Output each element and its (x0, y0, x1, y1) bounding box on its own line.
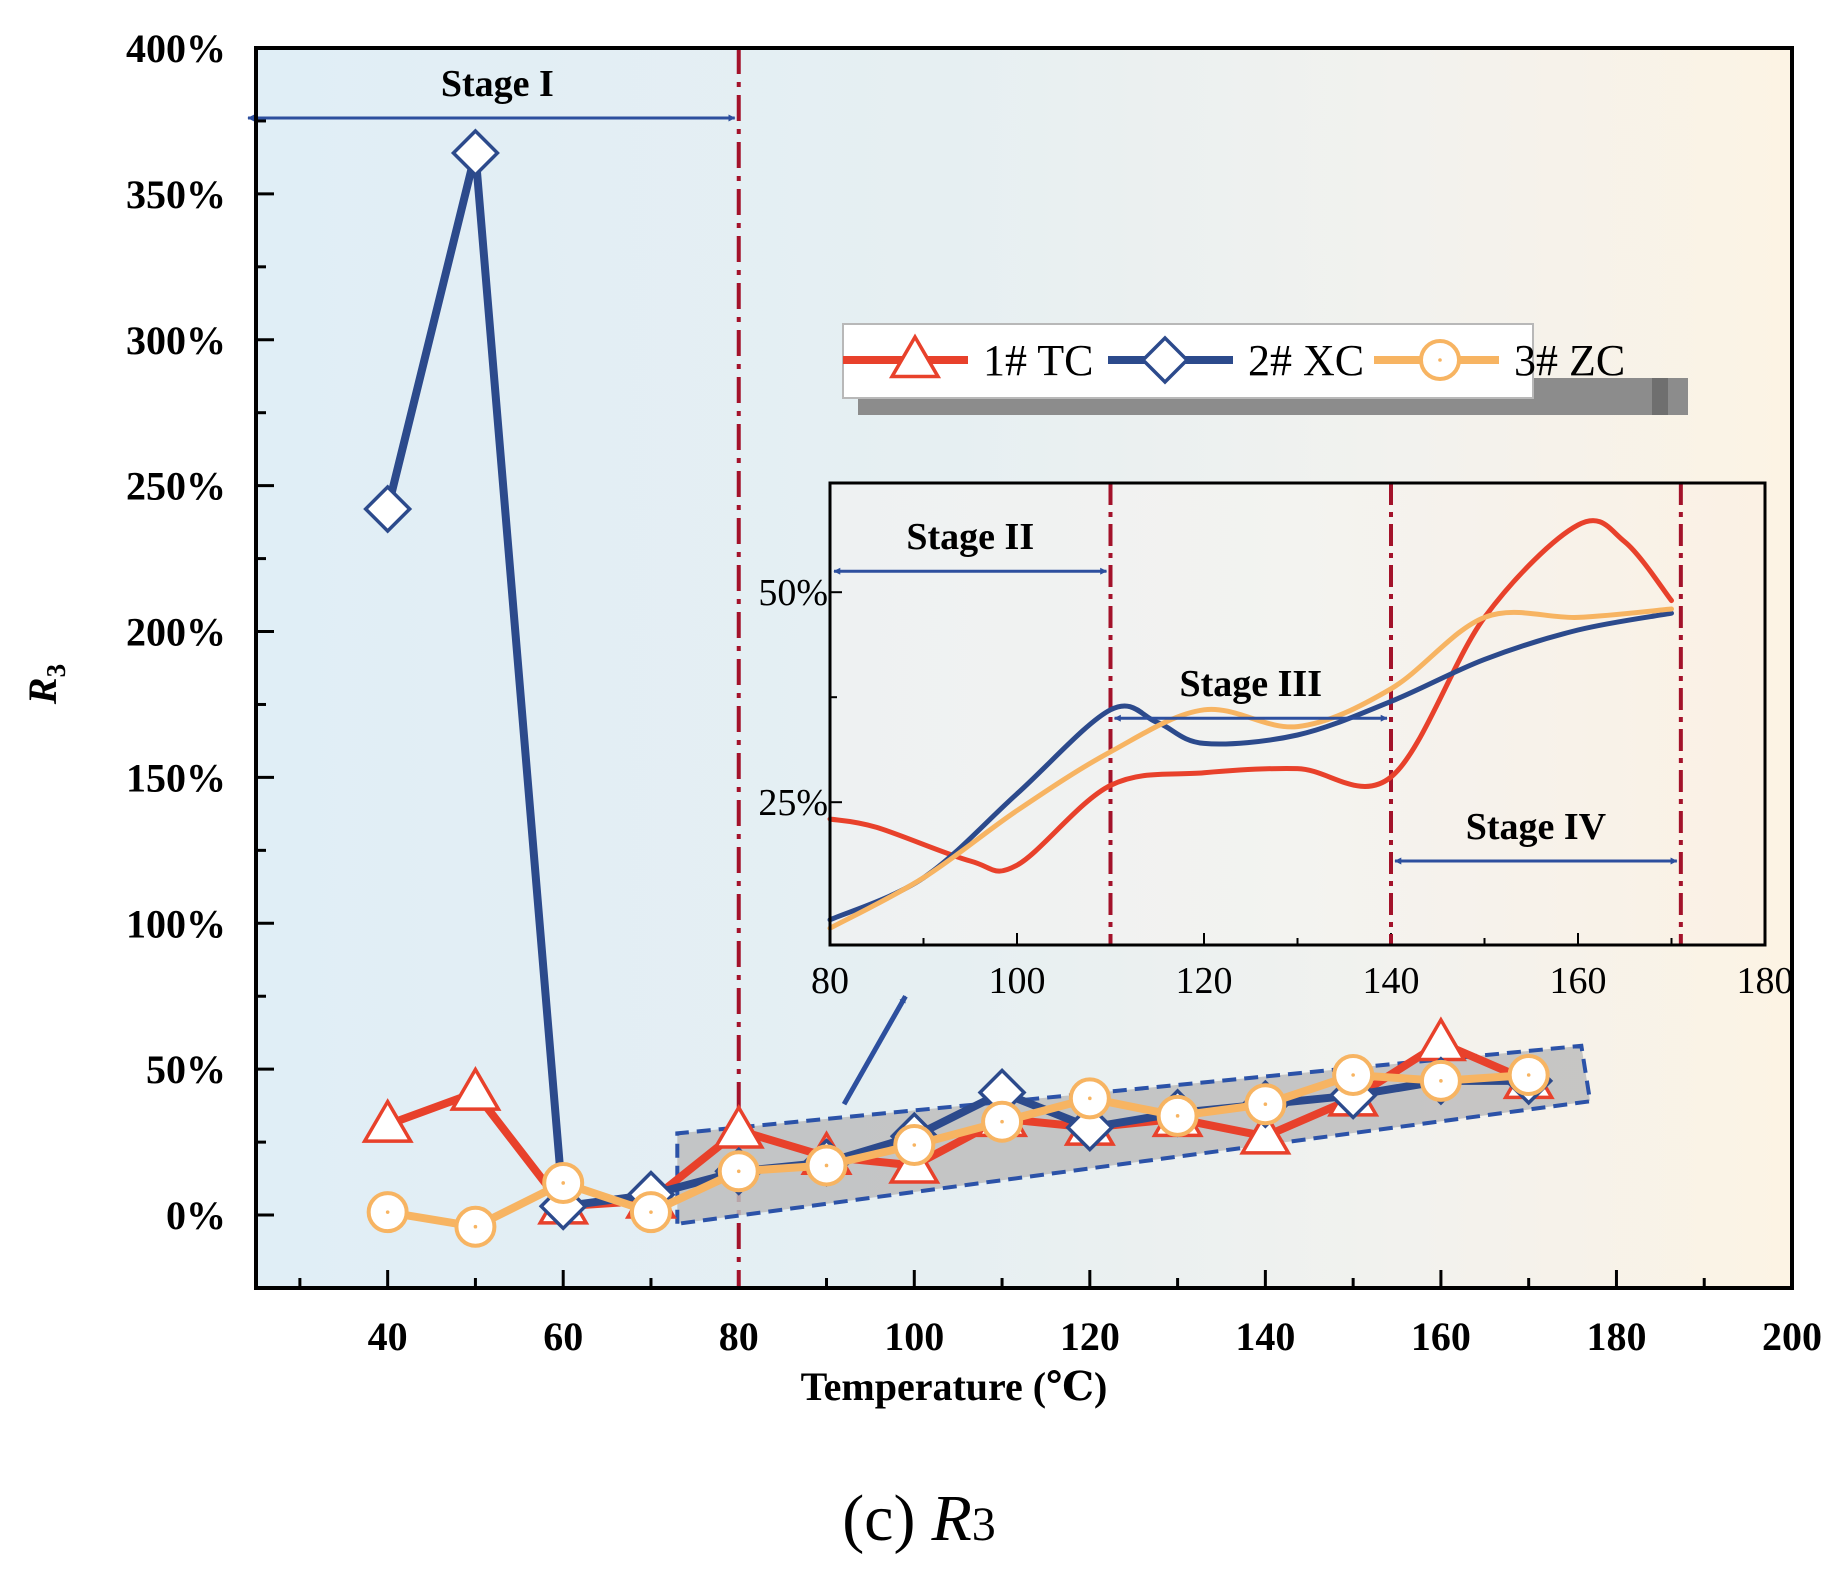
x-tick-label: 120 (1060, 1314, 1120, 1359)
inset-curve-1-tc (827, 518, 1674, 874)
inset-frame (828, 481, 1767, 947)
caption-subscript: 3 (972, 1498, 996, 1551)
caption-symbol: R (930, 1482, 971, 1555)
y-axis-title: R3 (20, 664, 71, 705)
data-point-2-xc (363, 484, 413, 534)
zoom-arrow (841, 994, 908, 1106)
inset-y-tick-label: 50% (758, 572, 828, 614)
x-tick-label: 200 (1762, 1314, 1822, 1359)
data-point-3-zc-dot (1526, 1073, 1531, 1077)
data-point-1-tc (449, 1066, 502, 1111)
inset-stage-label: Stage II (906, 516, 1034, 558)
data-point-3-zc-dot (561, 1181, 565, 1185)
figure-caption: (c) R3 (842, 1482, 996, 1555)
x-tick-label: 160 (1411, 1314, 1471, 1359)
data-point-3-zc-dot (473, 1224, 478, 1229)
inset-x-tick-label: 180 (1737, 960, 1794, 1002)
inset-curve-2-xc (827, 610, 1674, 923)
data-point-3-zc-dot (824, 1163, 829, 1168)
stage-one-annotation: Stage I (247, 48, 741, 1288)
inset-x-tick-labels: 80 100 120 140 160 180 (811, 960, 1794, 1002)
legend: 1# TC 2# XC 3# ZC (842, 323, 1688, 415)
y-tick-label: 300% (126, 318, 226, 363)
data-point-3-zc-dot (385, 1210, 390, 1214)
data-point-2-xc (450, 128, 500, 178)
legend-label-2-xc: 2# XC (1248, 336, 1364, 385)
main-y-tick-labels: 0% 50% 100% 150% 200% 250% 300% 350% 400% (126, 26, 226, 1238)
y-tick-label: 250% (126, 464, 226, 509)
inset-stage-label: Stage IV (1466, 806, 1607, 848)
y-tick-label: 50% (146, 1047, 226, 1092)
data-point-3-zc-dot (1175, 1114, 1180, 1118)
inset-x-tick-label: 140 (1363, 960, 1420, 1002)
data-point-3-zc-dot (736, 1169, 741, 1174)
y-axis-title-symbol: R (20, 677, 65, 705)
y-tick-label: 150% (126, 755, 226, 800)
y-tick-label: 0% (166, 1193, 226, 1238)
data-point-3-zc-dot (649, 1210, 653, 1214)
inset-x-tick-label: 100 (989, 960, 1046, 1002)
data-point-3-zc-dot (912, 1143, 917, 1147)
data-point-1-tc (1239, 1109, 1292, 1155)
x-tick-label: 180 (1586, 1314, 1646, 1359)
legend-marker-3-zc-dot (1438, 358, 1442, 362)
data-point-2-xc (1065, 1103, 1115, 1153)
x-tick-label: 40 (368, 1314, 408, 1359)
main-series-layer (361, 128, 1555, 1248)
y-tick-label: 350% (126, 172, 226, 217)
x-tick-label: 140 (1235, 1314, 1295, 1359)
inset-y-tick-labels: 25% 50% (758, 572, 828, 824)
inset-x-tick-label: 160 (1550, 960, 1607, 1002)
data-point-3-zc-dot (1351, 1073, 1355, 1077)
legend-marker-2-xc (1140, 335, 1190, 385)
inset-stage-annotations: Stage II Stage III Stage IV (833, 516, 1678, 865)
y-tick-label: 200% (126, 610, 226, 655)
legend-items: 1# TC 2# XC 3# ZC (843, 333, 1625, 385)
main-x-tick-labels: 40 60 80 100 120 140 160 180 200 (368, 1314, 1822, 1359)
legend-marker-1-tc (888, 333, 942, 379)
y-axis-title-subscript: 3 (41, 664, 71, 678)
inset-stage-dividers (1108, 483, 1683, 945)
inset-y-tick-label: 25% (758, 782, 828, 824)
inset-chart: Stage II Stage III Stage IV 80 100 120 140 160… (758, 481, 1794, 1002)
legend-label-1-tc: 1# TC (983, 336, 1093, 385)
x-tick-label: 80 (719, 1314, 759, 1359)
stage-one-label: Stage I (441, 63, 554, 105)
data-point-1-tc (361, 1098, 414, 1143)
data-point-3-zc-dot (1439, 1079, 1443, 1083)
x-tick-label: 60 (543, 1314, 583, 1359)
x-tick-label: 100 (884, 1314, 944, 1359)
data-point-3-zc-dot (1088, 1096, 1092, 1101)
y-tick-label: 400% (126, 26, 226, 71)
data-point-3-zc-dot (1263, 1102, 1268, 1106)
inset-stage-label: Stage III (1179, 663, 1322, 705)
data-point-3-zc-dot (1000, 1119, 1004, 1124)
caption-prefix: (c) (842, 1482, 915, 1555)
inset-x-tick-label: 80 (811, 960, 849, 1002)
x-axis-title: Temperature (℃) (801, 1364, 1108, 1409)
legend-label-3-zc: 3# ZC (1514, 336, 1625, 385)
plot-frame (254, 46, 1794, 1290)
legend-shadow-end (1652, 378, 1668, 415)
inset-x-tick-label: 120 (1176, 960, 1233, 1002)
y-tick-label: 100% (126, 901, 226, 946)
